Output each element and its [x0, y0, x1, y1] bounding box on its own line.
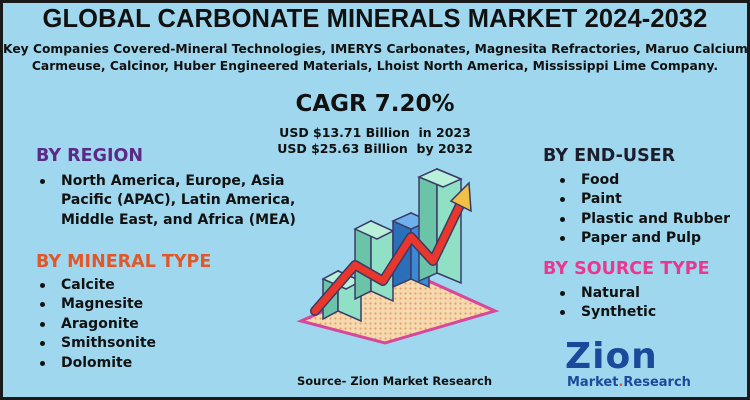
list-item: Aragonite — [28, 315, 156, 334]
list-item: Food — [548, 171, 730, 190]
mineral-type-list: Calcite Magnesite Aragonite Smithsonite … — [28, 276, 156, 373]
growth-chart-illustration — [296, 167, 500, 345]
zion-logo: Zion Market.Research — [565, 336, 691, 396]
list-item: Paper and Pulp — [548, 229, 730, 248]
list-item: Magnesite — [28, 295, 156, 314]
companies-line-1: Key Companies Covered-Mineral Technologi… — [3, 42, 750, 56]
list-item: Synthetic — [548, 303, 656, 322]
logo-dot: . — [618, 375, 624, 390]
list-item: Paint — [548, 190, 730, 209]
growth-arrow — [310, 181, 472, 316]
list-item-continued: Middle East, and Africa (MEA) — [61, 211, 296, 228]
by-region-heading: BY REGION — [36, 146, 143, 166]
cagr-value: CAGR 7.20% — [295, 91, 455, 117]
companies-line-2: Carmeuse, Calcinor, Huber Engineered Mat… — [31, 59, 719, 73]
source-credit: Source- Zion Market Research — [297, 374, 493, 388]
source-type-list: Natural Synthetic — [548, 284, 656, 323]
logo-wordmark: Zion — [565, 336, 658, 377]
list-item: Calcite — [28, 276, 156, 295]
page-title: GLOBAL CARBONATE MINERALS MARKET 2024-20… — [42, 5, 708, 33]
market-value-2023: USD $13.71 Billion in 2023 — [279, 125, 471, 140]
by-end-user-heading: BY END-USER — [543, 146, 676, 166]
by-source-type-heading: BY SOURCE TYPE — [543, 259, 710, 279]
list-item: Natural — [548, 284, 656, 303]
by-mineral-type-heading: BY MINERAL TYPE — [36, 252, 212, 272]
list-item-continued: Pacific (APAC), Latin America, — [61, 192, 296, 209]
logo-tagline: Market.Research — [567, 375, 691, 390]
list-item: Smithsonite — [28, 334, 156, 353]
bar-2 — [353, 219, 395, 303]
market-value-2032: USD $25.63 Billion by 2032 — [277, 141, 473, 156]
list-item: Dolomite — [28, 354, 156, 373]
list-item: North America, Europe, Asia — [28, 172, 296, 191]
logo-tagline-right: Research — [623, 375, 691, 390]
logo-tagline-left: Market — [567, 375, 619, 390]
end-user-list: Food Paint Plastic and Rubber Paper and … — [548, 171, 730, 249]
region-list: North America, Europe, Asia Pacific (APA… — [28, 172, 296, 230]
list-item: Plastic and Rubber — [548, 210, 730, 229]
